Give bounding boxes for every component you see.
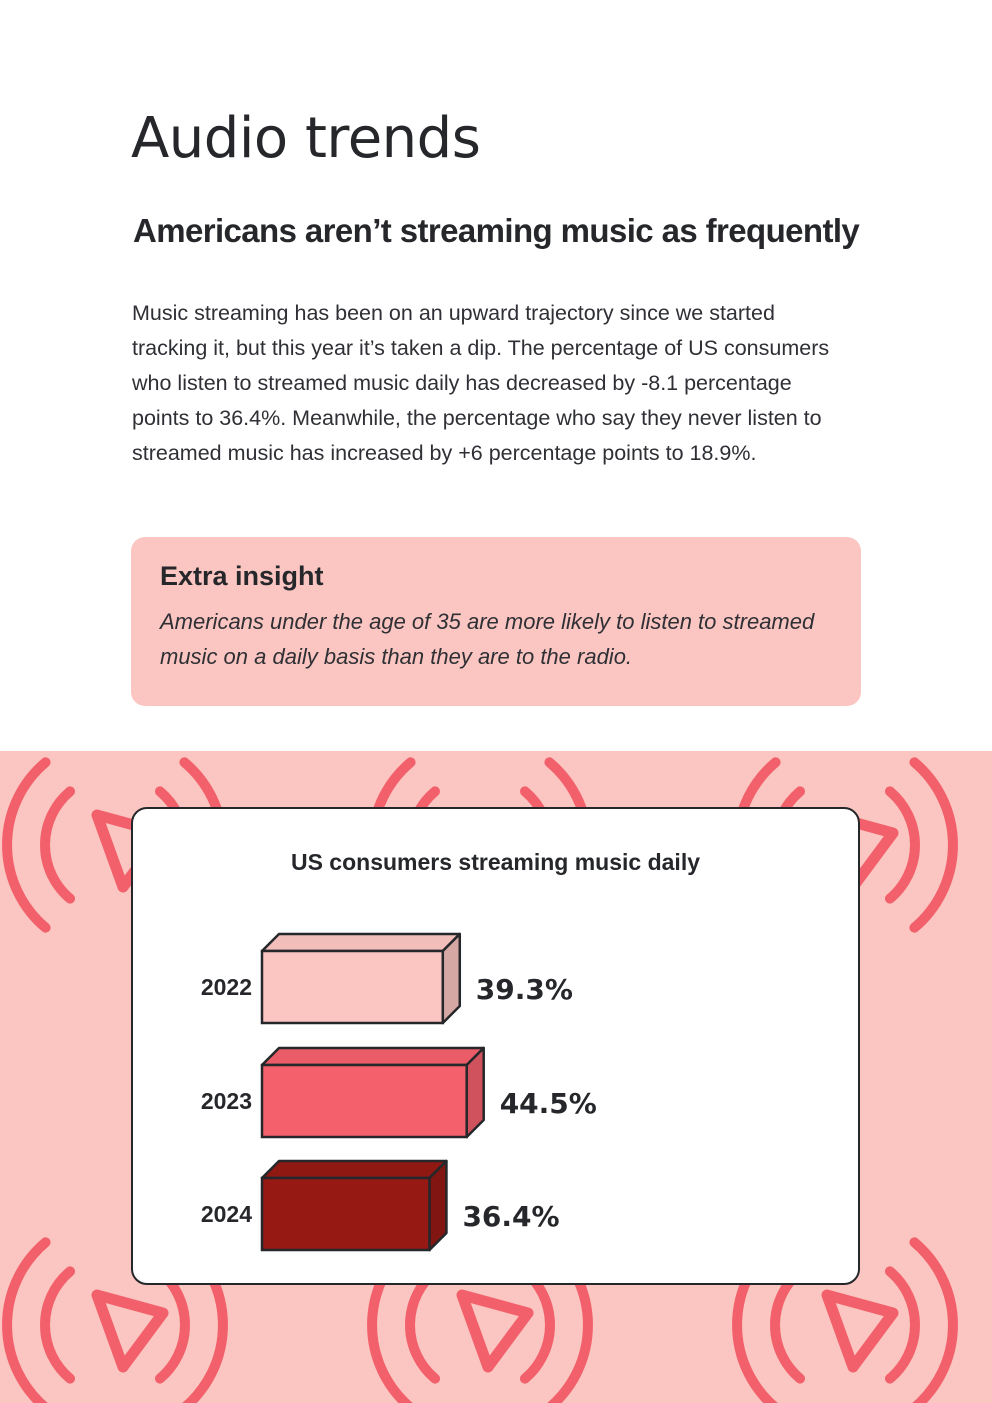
bar-front-face bbox=[260, 1176, 431, 1252]
page-title: Audio trends bbox=[131, 106, 481, 171]
insight-title: Extra insight bbox=[160, 561, 324, 591]
bar-top-face bbox=[260, 1046, 485, 1067]
bar-2022 bbox=[260, 932, 462, 1025]
insight-text: Americans under the age of 35 are more l… bbox=[160, 609, 815, 669]
bar-top-face bbox=[260, 932, 462, 953]
bar-2024 bbox=[260, 1159, 448, 1252]
bar-side-face bbox=[441, 932, 462, 1025]
bar-year-label: 2024 bbox=[201, 1201, 252, 1227]
bar-side-face bbox=[428, 1159, 448, 1252]
bar-year-label: 2022 bbox=[201, 974, 252, 1000]
bar-value-label: 44.5% bbox=[500, 1087, 597, 1120]
bar-side-face bbox=[465, 1046, 485, 1139]
bar-year-label: 2023 bbox=[201, 1088, 252, 1114]
bar-front-face bbox=[260, 1063, 468, 1139]
chart-card: US consumers streaming music daily 2022 3… bbox=[131, 807, 860, 1285]
extra-insight-box: Extra insight Americans under the age of… bbox=[131, 537, 861, 706]
bar-value-label: 39.3% bbox=[476, 973, 573, 1006]
body-paragraph: Music streaming has been on an upward tr… bbox=[132, 301, 830, 465]
bar-chart: 2022 39.3% 2023 44.5% 2024 36.4% bbox=[201, 932, 597, 1252]
bar-front-face bbox=[260, 949, 445, 1025]
chart-title: US consumers streaming music daily bbox=[290, 849, 701, 875]
bar-top-face bbox=[260, 1159, 448, 1180]
page-subtitle: Americans aren’t streaming music as freq… bbox=[133, 212, 860, 249]
play-waves-decoration bbox=[732, 1237, 958, 1403]
bar-value-label: 36.4% bbox=[462, 1200, 559, 1233]
bar-2023 bbox=[260, 1046, 485, 1139]
